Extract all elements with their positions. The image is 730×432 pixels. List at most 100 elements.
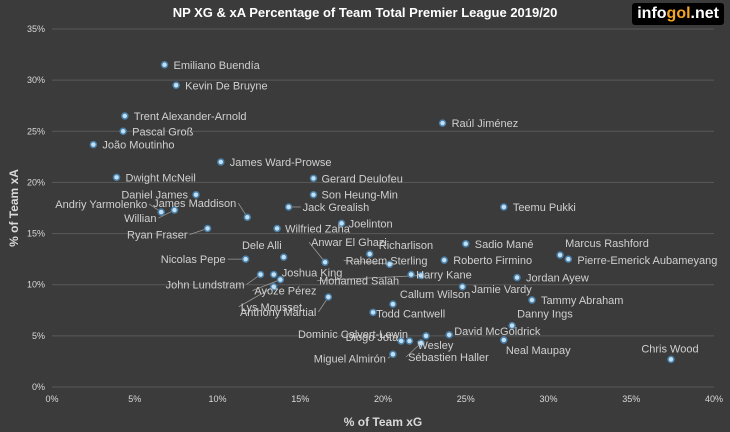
data-point bbox=[270, 283, 278, 291]
x-tick-label: 35% bbox=[622, 394, 640, 404]
point-label: Dwight McNeil bbox=[126, 172, 196, 184]
y-tick-label: 15% bbox=[27, 229, 45, 239]
point-label: Teemu Pukki bbox=[513, 202, 576, 214]
data-point bbox=[119, 127, 127, 136]
point-label: John Lundstram bbox=[166, 279, 245, 291]
point-label: Wesley bbox=[417, 340, 453, 352]
data-point bbox=[445, 331, 453, 339]
label-leader-line bbox=[343, 259, 390, 265]
data-point bbox=[324, 293, 333, 301]
point-label: James Maddison bbox=[153, 198, 236, 210]
data-point bbox=[366, 250, 374, 258]
data-point bbox=[389, 350, 397, 359]
gridlines bbox=[52, 28, 714, 388]
point-label: João Moutinho bbox=[102, 140, 174, 152]
point-label: Andriy Yarmolenko bbox=[55, 199, 147, 211]
point-label: Sadio Mané bbox=[475, 239, 534, 251]
point-label: Willian bbox=[124, 213, 156, 225]
point-label: Trent Alexander-Arnold bbox=[134, 111, 247, 123]
point-label: Richarlison bbox=[379, 240, 433, 252]
x-tick-label: 25% bbox=[457, 394, 475, 404]
data-point bbox=[369, 308, 377, 317]
data-point bbox=[397, 337, 405, 345]
point-label: Chris Wood bbox=[641, 343, 698, 355]
data-point bbox=[440, 256, 448, 264]
point-label: Raúl Jiménez bbox=[452, 118, 519, 130]
y-tick-label: 25% bbox=[27, 126, 45, 136]
point-label: Ryan Fraser bbox=[127, 229, 188, 241]
point-label: Emiliano Buendía bbox=[174, 60, 261, 72]
point-label: Son Heung-Min bbox=[321, 190, 397, 202]
point-label: Jordan Ayew bbox=[526, 273, 589, 285]
point-label: Mohamed Salah bbox=[319, 276, 399, 288]
point-label: Nicolas Pepe bbox=[161, 254, 226, 266]
y-tick-label: 35% bbox=[27, 24, 45, 34]
point-labels: Emiliano Buendía Kevin De Bruyne Trent Ale… bbox=[55, 60, 717, 365]
data-point bbox=[273, 224, 281, 233]
label-leader-line bbox=[317, 275, 422, 281]
data-point bbox=[279, 253, 288, 261]
axis-ticks: 0% 5% 10% 15% 20% 25% 30% 35% 0% 5% 10% 15% 20% 25% 30… bbox=[27, 24, 723, 404]
brand-logo-part-2: gol bbox=[666, 5, 691, 22]
point-label: James Ward-Prowse bbox=[230, 157, 332, 169]
point-label: Roberto Firmino bbox=[453, 255, 532, 267]
point-label: Kevin De Bruyne bbox=[185, 80, 268, 92]
point-label: Callum Wilson bbox=[400, 289, 470, 301]
data-point bbox=[284, 203, 293, 211]
data-point bbox=[405, 337, 414, 345]
point-label: Daniel James bbox=[121, 190, 188, 202]
x-tick-label: 30% bbox=[539, 394, 557, 404]
data-point bbox=[256, 270, 265, 279]
data-point bbox=[417, 271, 425, 280]
x-tick-label: 20% bbox=[374, 394, 392, 404]
data-point bbox=[667, 355, 675, 364]
point-label: Gerard Deulofeu bbox=[321, 173, 402, 185]
data-point bbox=[508, 321, 516, 330]
y-tick-label: 10% bbox=[27, 280, 45, 290]
x-tick-label: 0% bbox=[45, 394, 58, 404]
label-leader-line bbox=[308, 241, 326, 263]
point-label: Jamie Vardy bbox=[471, 284, 532, 296]
data-point bbox=[192, 190, 200, 199]
data-point bbox=[89, 140, 98, 149]
x-tick-label: 5% bbox=[128, 394, 141, 404]
data-point bbox=[513, 273, 521, 282]
data-point bbox=[241, 255, 250, 263]
data-point bbox=[309, 174, 318, 183]
data-point bbox=[385, 260, 394, 269]
point-label: Pierre-Emerick Aubameyang bbox=[577, 255, 717, 267]
y-tick-label: 5% bbox=[32, 331, 45, 341]
data-point bbox=[203, 224, 212, 233]
point-label: Anthony Martial bbox=[240, 307, 316, 319]
data-point bbox=[217, 158, 225, 166]
point-label: Diogo Jota bbox=[346, 332, 399, 344]
point-label: Neal Maupay bbox=[506, 345, 571, 357]
data-point bbox=[438, 119, 447, 127]
data-point bbox=[243, 213, 252, 221]
data-point bbox=[500, 336, 508, 344]
data-point bbox=[564, 255, 573, 263]
data-point bbox=[121, 112, 129, 120]
x-tick-label: 10% bbox=[208, 394, 226, 404]
point-label: Raheem Sterling bbox=[346, 255, 428, 267]
data-point bbox=[112, 173, 121, 182]
data-point bbox=[528, 296, 536, 304]
data-point bbox=[172, 81, 180, 90]
point-label: Wilfried Zaha bbox=[285, 223, 351, 235]
point-label: Miguel Almirón bbox=[314, 353, 386, 365]
point-label: Anwar El Ghazi bbox=[311, 237, 387, 249]
brand-logo-part-3: .net bbox=[690, 5, 719, 22]
data-point bbox=[276, 275, 285, 284]
label-leader-line bbox=[238, 286, 274, 308]
point-label: Lys Mousset bbox=[241, 302, 302, 314]
data-point bbox=[270, 270, 278, 279]
point-label: Joshua King bbox=[282, 267, 343, 279]
data-point bbox=[556, 251, 564, 259]
point-label: David McGoldrick bbox=[454, 326, 541, 338]
point-label: Pascal Groß bbox=[132, 126, 193, 138]
x-tick-label: 40% bbox=[705, 394, 723, 404]
chart-title: NP XG & xA Percentage of Team Total Prem… bbox=[172, 5, 558, 20]
point-label: Dele Alli bbox=[242, 240, 282, 252]
